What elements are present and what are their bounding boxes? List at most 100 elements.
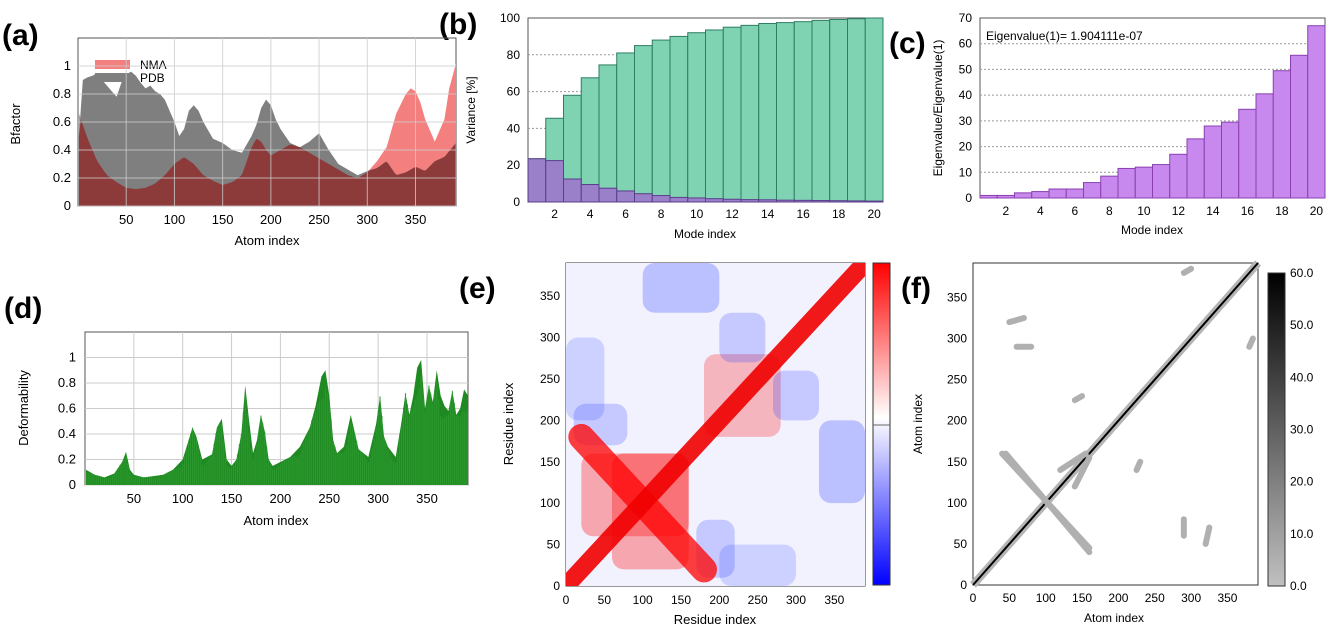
heatmap-e-block-mirror — [642, 263, 720, 313]
cumulative-variance-bar — [616, 52, 635, 203]
individual-variance-bar — [776, 199, 795, 203]
individual-variance-bar — [598, 187, 618, 203]
individual-variance-bar — [705, 198, 724, 203]
x-tick-label: 350 — [405, 212, 427, 227]
cumulative-variance-bar — [740, 24, 760, 203]
x-tick-label: 50 — [598, 593, 612, 607]
x-tick-label: 300 — [356, 212, 378, 227]
y-tick-label: 40 — [507, 121, 521, 135]
series-overlap-area — [78, 119, 456, 206]
heatmap-e-block — [773, 370, 819, 421]
x-tick-label: 12 — [725, 207, 739, 221]
x-tick-label: 20 — [867, 207, 881, 221]
eigenvalue-bar — [1117, 167, 1136, 199]
ylabel-b: Variance [%] — [464, 76, 478, 143]
chart-f-marks: 0 50 100 150 200 250 300 350 0 50 100 150 200 250 300 3… — [947, 260, 1314, 605]
eigenvalue-bar — [1083, 182, 1102, 199]
x-tick-label: 150 — [221, 491, 243, 506]
cumulative-variance-bar — [651, 39, 671, 203]
x-tick-label: 150 — [671, 593, 691, 607]
y-tick-label: 0 — [553, 579, 560, 593]
panel-label-d: (d) — [4, 292, 42, 325]
x-tick-label: 20 — [1310, 204, 1324, 218]
eigenvalue-bar — [1272, 70, 1291, 199]
y-tick-label: 0.6 — [58, 401, 76, 416]
panel-label-a: (a) — [2, 19, 39, 52]
eigenvalue-bar — [1100, 175, 1119, 199]
eigenvalue-bar — [1290, 54, 1309, 199]
y-tick-label: 50 — [547, 538, 561, 552]
x-tick-label: 4 — [1037, 204, 1044, 218]
x-tick-label: 100 — [172, 491, 194, 506]
y-tick-label: 350 — [540, 289, 560, 303]
ylabel-f: Atom index — [911, 394, 925, 454]
colorbar-tick-label: 10.0 — [1290, 527, 1314, 541]
x-tick-label: 50 — [127, 491, 141, 506]
xlabel-a: Atom index — [234, 233, 300, 248]
y-tick-label: 0.4 — [53, 142, 71, 157]
y-tick-label: 0.2 — [58, 452, 76, 467]
x-tick-label: 16 — [796, 207, 810, 221]
chart-c-marks: 0 10 20 30 40 50 60 70 2 4 6 8 10 12 14 16 18 20 — [959, 11, 1326, 218]
individual-variance-bar — [793, 199, 813, 203]
y-tick-label: 100 — [947, 496, 967, 510]
x-tick-label: 350 — [1217, 591, 1237, 605]
x-tick-label: 350 — [824, 593, 844, 607]
y-tick-label: 70 — [959, 11, 973, 25]
contact-segment — [1006, 315, 1027, 326]
individual-variance-bar — [616, 190, 635, 203]
y-tick-label: 0.6 — [53, 114, 71, 129]
legend-a: NMA PDB — [95, 58, 167, 85]
heatmap-e-plot-area — [566, 263, 865, 586]
deformability-area — [85, 360, 468, 485]
x-tick-label: 10 — [1137, 204, 1151, 218]
ylabel-e: Residue index — [501, 382, 516, 465]
x-tick-label: 10 — [690, 207, 704, 221]
eigenvalue-bar — [996, 194, 1015, 199]
eigenvalue-bar — [1307, 25, 1326, 199]
x-tick-label: 300 — [367, 491, 389, 506]
eigenvalue-bar — [1255, 93, 1274, 199]
contact-segment — [1071, 454, 1093, 490]
legend-label-pdb: PDB — [140, 71, 165, 85]
contact-segment — [1180, 265, 1195, 276]
y-tick-label: 50 — [959, 62, 973, 76]
individual-variance-bar — [758, 199, 777, 203]
individual-variance-bar — [651, 195, 671, 203]
x-tick-label: 100 — [1036, 591, 1056, 605]
eigenvalue-bar — [1065, 188, 1084, 199]
eigenvalue-bar — [1221, 121, 1240, 199]
cumulative-variance-bar — [847, 18, 866, 203]
x-tick-label: 50 — [119, 212, 133, 227]
y-tick-label: 60 — [507, 85, 521, 99]
x-tick-label: 300 — [1181, 591, 1201, 605]
individual-variance-bar — [527, 158, 547, 203]
contact-segment — [1133, 458, 1144, 473]
y-tick-label: 0 — [64, 198, 71, 213]
heatmap-e-block-mirror — [719, 544, 796, 586]
individual-variance-bar — [829, 200, 848, 203]
cumulative-variance-bar — [776, 22, 795, 203]
y-tick-label: 250 — [947, 373, 967, 387]
y-tick-label: 0.8 — [58, 375, 76, 390]
individual-variance-bar — [563, 178, 582, 203]
y-tick-label: 60 — [959, 37, 973, 51]
xlabel-c: Mode index — [1121, 223, 1183, 237]
y-tick-label: 100 — [540, 496, 560, 510]
cumulative-variance-bar — [634, 45, 653, 203]
eigenvalue-annotation: Eigenvalue(1)= 1.904111e-07 — [986, 29, 1143, 43]
y-tick-label: 20 — [959, 140, 973, 154]
panel-label-c: (c) — [889, 27, 926, 60]
eigenvalue-bar — [1031, 191, 1050, 199]
contact-segment-mirror — [1002, 450, 1093, 556]
individual-variance-bar — [864, 200, 884, 203]
cumulative-variance-bar — [793, 21, 813, 203]
y-tick-label: 150 — [540, 455, 560, 469]
y-tick-label: 1 — [64, 58, 71, 73]
colorbar-tick-label: 60.0 — [1290, 266, 1314, 280]
chart-d-marks: 50 100 150 200 250 300 350 0 0.2 0.4 0.6 0.8 1 — [58, 332, 468, 506]
eigenvalue-bar — [1169, 153, 1188, 199]
x-tick-label: 8 — [1106, 204, 1113, 218]
colorbar-tick-label: 20.0 — [1290, 475, 1314, 489]
